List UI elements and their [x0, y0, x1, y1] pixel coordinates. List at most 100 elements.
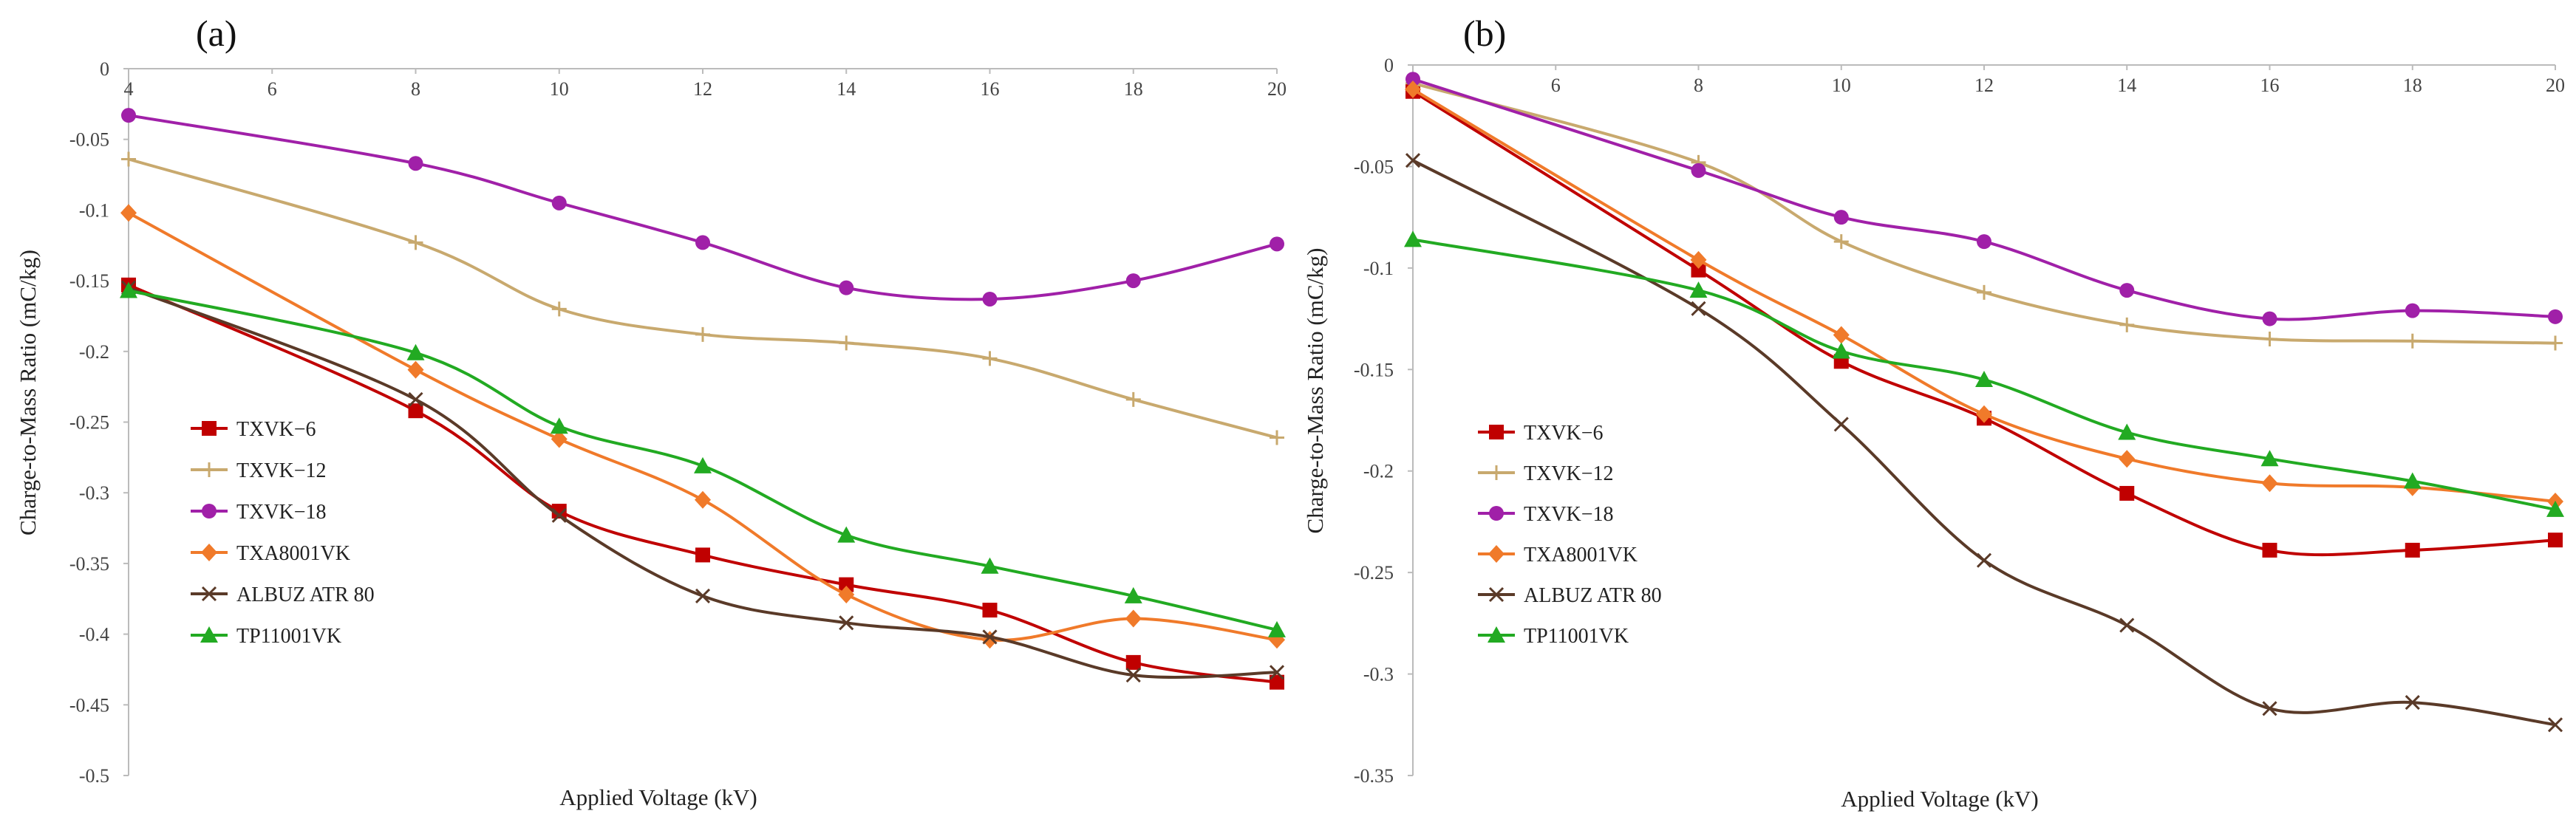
data-point	[2405, 333, 2420, 349]
series-1	[121, 151, 1284, 445]
series-line	[128, 157, 1278, 439]
series-0	[1405, 83, 2563, 558]
series-line	[1412, 78, 2556, 321]
data-point	[1125, 654, 1141, 670]
series-line	[128, 211, 1278, 642]
legend-label: TP11001VK	[236, 625, 341, 648]
series-1	[1405, 75, 2563, 351]
data-point	[839, 335, 854, 351]
y-axis-title: Charge-to-Mass Ratio (mC/kg)	[1302, 248, 1328, 534]
y-tick-label: -0.05	[1354, 156, 1394, 177]
series-line	[1411, 88, 2556, 503]
legend-marker	[1489, 465, 1504, 480]
series-5	[1404, 230, 2564, 517]
legend-marker	[202, 462, 217, 477]
data-point	[2262, 542, 2277, 558]
data-point	[1268, 620, 1286, 637]
data-point	[2119, 283, 2135, 298]
data-point	[2118, 423, 2136, 440]
legend-entry: TXVK−18	[191, 501, 327, 524]
data-point	[1976, 405, 1992, 423]
data-point	[121, 151, 136, 167]
legend-marker	[1489, 506, 1504, 521]
data-point	[2405, 542, 2420, 558]
x-tick-label: 18	[2403, 75, 2422, 96]
data-point	[408, 403, 423, 419]
legend-label: TXA8001VK	[1524, 544, 1638, 566]
x-tick-label: 10	[1832, 75, 1851, 96]
data-point	[981, 631, 998, 649]
data-point	[695, 588, 711, 603]
legend-label: TXVK−6	[236, 418, 316, 441]
data-point	[981, 557, 999, 574]
legend-entry: ALBUZ ATR 80	[191, 583, 375, 606]
data-point	[407, 360, 424, 379]
y-axis-title: Charge-to-Mass Ratio (mC/kg)	[15, 250, 41, 535]
x-tick-label: 12	[1974, 75, 1994, 96]
data-point	[2548, 533, 2563, 548]
series-5	[120, 281, 1286, 637]
data-point	[2261, 474, 2278, 493]
data-point	[1404, 230, 1422, 247]
data-point	[2403, 472, 2422, 489]
y-tick-label: -0.25	[69, 412, 109, 434]
x-tick-label: 12	[693, 78, 712, 100]
data-point	[839, 577, 854, 592]
legend-label: TXVK−18	[1524, 503, 1614, 526]
data-point	[2119, 450, 2136, 468]
series-line	[128, 286, 1278, 679]
data-point	[695, 326, 710, 342]
data-point	[2119, 317, 2135, 332]
data-point	[837, 526, 856, 543]
legend-marker	[1488, 626, 1505, 643]
legend-label: TXVK−12	[1524, 462, 1614, 485]
data-point	[1977, 284, 1991, 300]
data-point	[551, 195, 567, 210]
x-tick-label: 16	[2260, 75, 2280, 96]
y-tick-label: -0.15	[1354, 359, 1394, 380]
legend-entry: TXVK−6	[1478, 422, 1604, 445]
series-line	[1412, 81, 2556, 345]
data-point	[839, 615, 854, 631]
data-point	[406, 343, 425, 360]
legend-entry: TXVK−12	[191, 459, 327, 482]
series-4	[120, 280, 1285, 683]
data-point	[2262, 311, 2277, 326]
x-tick-label: 6	[1551, 75, 1561, 96]
data-point	[1270, 236, 1284, 252]
series-2	[1405, 72, 2563, 326]
data-point	[1975, 371, 1993, 388]
data-point	[120, 281, 137, 298]
legend-label: TP11001VK	[1524, 625, 1629, 648]
data-point	[982, 629, 998, 645]
x-tick-label: 6	[268, 78, 277, 100]
panel-label: (b)	[1463, 13, 1506, 54]
y-tick-label: -0.35	[1354, 765, 1394, 787]
data-point	[2546, 500, 2564, 517]
legend-marker	[200, 626, 218, 643]
data-point	[1832, 342, 1850, 359]
data-point	[838, 586, 855, 604]
data-point	[1833, 326, 1850, 344]
data-point	[1977, 234, 1991, 250]
data-point	[1125, 609, 1142, 628]
data-point	[1125, 391, 1141, 407]
data-point	[982, 351, 998, 366]
data-point	[1833, 234, 1849, 250]
data-point	[2548, 309, 2563, 324]
data-point	[1833, 417, 1849, 432]
data-point	[121, 108, 136, 123]
legend-entry: ALBUZ ATR 80	[1478, 584, 1662, 607]
legend-entry: TXA8001VK	[191, 542, 350, 565]
legend-entry: TXA8001VK	[1478, 544, 1638, 566]
data-point	[695, 490, 711, 509]
chart-panel-b: (b)4681012141618200-0.05-0.1-0.15-0.2-0.…	[1302, 13, 2565, 812]
data-point	[408, 235, 423, 250]
legend-entry: TXVK−6	[191, 418, 316, 441]
data-point	[982, 291, 998, 307]
y-tick-label: -0.1	[1363, 258, 1394, 279]
x-tick-label: 8	[411, 78, 420, 100]
y-tick-label: 0	[1384, 55, 1394, 76]
x-axis-title: Applied Voltage (kV)	[1841, 786, 2038, 812]
